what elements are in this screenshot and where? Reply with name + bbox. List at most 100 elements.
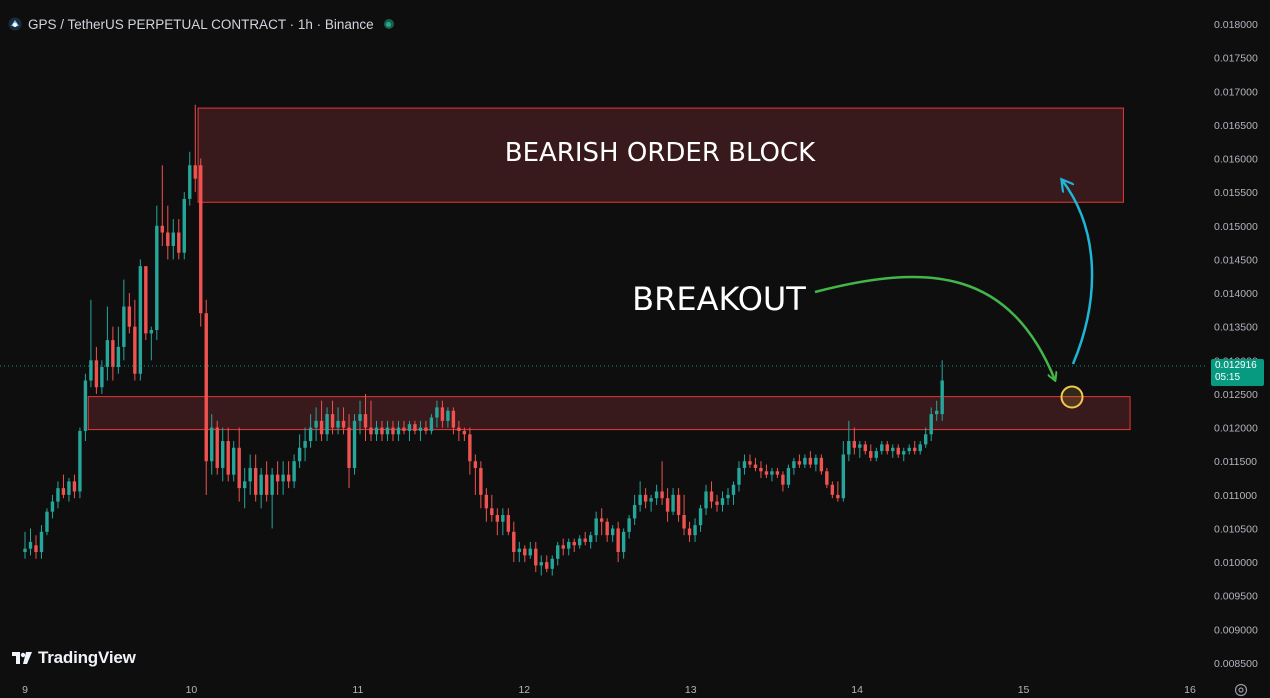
price-tick-label: 0.010000 [1214, 557, 1258, 569]
candle-body [715, 501, 719, 505]
bearish-candle [660, 461, 664, 505]
candle-body [292, 461, 296, 482]
bullish-candle [259, 467, 263, 509]
bullish-candle [446, 407, 450, 428]
time-tick-label: 16 [1184, 684, 1196, 696]
candle-body [451, 410, 456, 428]
candle-body [858, 444, 862, 448]
last-price-value: 0.012916 [1215, 360, 1257, 371]
bearish-candle [616, 521, 620, 563]
candle-body [133, 326, 137, 374]
candle-body [462, 430, 467, 435]
candle-body [638, 494, 642, 505]
price-tick-label: 0.015000 [1214, 221, 1258, 233]
candle-body [402, 427, 406, 431]
bearish-candle [391, 420, 395, 442]
candle-body [704, 491, 708, 509]
candle-body [814, 457, 818, 465]
candle-body [215, 427, 219, 468]
market-open-dot-icon [383, 19, 394, 29]
bullish-candle [638, 481, 642, 512]
bearish-order-block-label: BEARISH ORDER BLOCK [505, 138, 816, 168]
price-axis[interactable] [1205, 0, 1270, 698]
bearish-candle [226, 427, 230, 482]
bullish-candle [325, 407, 329, 442]
bearish-candle [896, 444, 900, 458]
candle-body [660, 491, 664, 499]
candle-body [237, 447, 241, 489]
candle-body [841, 454, 846, 499]
bullish-candle [89, 299, 93, 388]
bearish-candle [561, 538, 565, 556]
candle-body [396, 427, 401, 435]
bearish-candle [808, 451, 813, 468]
chart-legend-header[interactable]: GPS / TetherUS PERPETUAL CONTRACT · 1h ·… [8, 14, 394, 34]
bullish-candle [435, 400, 439, 428]
bullish-candle [567, 538, 571, 556]
candle-body [924, 434, 928, 445]
candle-body [413, 424, 417, 431]
bullish-candle [385, 420, 390, 442]
candle-body [144, 266, 148, 334]
bullish-candle [155, 205, 159, 341]
bearish-candle [583, 531, 587, 546]
candle-body [781, 474, 785, 485]
candle-body [166, 232, 170, 246]
candle-body [627, 518, 631, 532]
candle-body [671, 494, 675, 512]
settings-gear-icon[interactable] [1234, 683, 1248, 697]
candle-body [226, 441, 230, 475]
candle-body [517, 548, 521, 553]
candle-body [89, 360, 93, 381]
candle-body [286, 474, 291, 482]
candle-body [429, 417, 434, 431]
bearish-candle [413, 420, 417, 435]
candle-body [369, 427, 373, 435]
bearish-candle [869, 444, 873, 462]
candle-body [726, 494, 730, 499]
candle-body [682, 515, 686, 529]
bearish-order-block-zone[interactable] [197, 107, 1124, 203]
candle-body [380, 427, 384, 435]
last-price-tag: 0.012916 05:15 [1211, 359, 1264, 386]
candle-body [775, 471, 780, 475]
bearish-candle [457, 420, 461, 442]
bullish-candle [731, 481, 736, 505]
bullish-candle [737, 461, 741, 492]
bullish-candle [929, 407, 933, 442]
bearish-candle [676, 488, 681, 522]
bullish-candle [281, 461, 285, 495]
price-tick-label: 0.015500 [1214, 187, 1258, 199]
candle-countdown: 05:15 [1215, 372, 1241, 383]
candle-body [759, 467, 763, 472]
bearish-candle [204, 299, 208, 495]
price-tick-label: 0.012500 [1214, 389, 1258, 401]
time-axis[interactable] [0, 680, 1270, 698]
candle-body [588, 535, 593, 542]
bearish-candle [495, 508, 500, 536]
candle-body [374, 427, 379, 435]
bullish-candle [314, 407, 318, 442]
target-arrow [1062, 180, 1094, 365]
candle-body [847, 441, 851, 455]
bullish-candle [803, 454, 807, 468]
bullish-candle [841, 441, 846, 502]
bullish-candle [188, 151, 192, 206]
breakout-zone-zone[interactable] [87, 396, 1131, 431]
candle-body [182, 198, 186, 253]
chart-title[interactable]: GPS / TetherUS PERPETUAL CONTRACT · 1h ·… [28, 16, 374, 32]
candle-body [83, 380, 88, 431]
bearish-candle [215, 420, 219, 475]
bullish-candle [210, 414, 214, 475]
candle-body [116, 346, 121, 368]
bearish-candle [665, 488, 670, 522]
candle-body [567, 541, 571, 549]
time-tick-label: 9 [22, 684, 28, 696]
candle-body [56, 488, 60, 502]
tradingview-logo[interactable]: TradingView [12, 648, 136, 668]
time-tick-label: 13 [685, 684, 697, 696]
candle-body [446, 410, 450, 421]
price-tick-label: 0.009500 [1214, 591, 1258, 603]
